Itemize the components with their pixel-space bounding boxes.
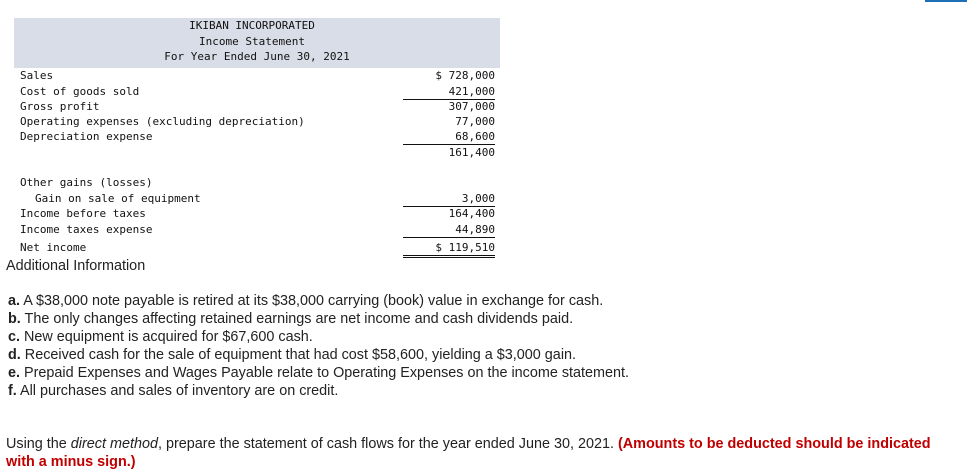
company-name: IKIBAN INCORPORATED (189, 19, 315, 32)
row-label: Sales (20, 68, 54, 82)
statement-header: IKIBAN INCORPORATED Income Statement For… (14, 18, 500, 68)
list-item: c. New equipment is acquired for $67,600… (8, 329, 313, 345)
row-sales: Sales $ 728,000 (20, 68, 500, 83)
direct-method-emphasis: direct method (70, 436, 158, 452)
row-label: Depreciation expense (20, 129, 153, 143)
list-item: a. A $38,000 note payable is retired at … (8, 293, 604, 309)
row-amount: $ 728,000 (435, 68, 495, 82)
row-label: Operating expenses (excluding depreciati… (20, 114, 305, 128)
row-amount: 77,000 (455, 114, 495, 128)
row-operating-expenses: Operating expenses (excluding depreciati… (20, 114, 500, 129)
row-subtotal: 161,400 (20, 145, 500, 160)
row-label: Income taxes expense (20, 222, 153, 236)
row-amount: $ 119,510 (403, 240, 495, 258)
list-item: e. Prepaid Expenses and Wages Payable re… (8, 365, 630, 381)
list-item: d. Received cash for the sale of equipme… (8, 347, 577, 363)
list-item: f. All purchases and sales of inventory … (8, 383, 339, 399)
row-income-taxes: Income taxes expense 44,890 (20, 222, 500, 238)
statement-title: Income Statement (199, 34, 305, 48)
row-amount: 44,890 (403, 222, 495, 238)
list-item: b. The only changes affecting retained e… (8, 311, 574, 327)
row-label: Cost of goods sold (20, 84, 140, 98)
row-label: Other gains (losses) (20, 175, 153, 189)
additional-info-list: a. A $38,000 note payable is retired at … (8, 292, 629, 400)
row-amount: 161,400 (448, 145, 495, 159)
income-statement: IKIBAN INCORPORATED Income Statement For… (14, 18, 500, 258)
minus-sign-note: (Amounts to be deducted should be indica… (6, 436, 931, 470)
row-net-income: Net income $ 119,510 (20, 240, 500, 258)
row-income-before-taxes: Income before taxes 164,400 (20, 206, 500, 221)
additional-info-heading: Additional Information (6, 258, 146, 274)
row-gain-on-sale: Gain on sale of equipment 3,000 (20, 191, 500, 207)
row-label: Income before taxes (20, 206, 146, 220)
row-amount: 421,000 (403, 84, 495, 100)
statement-period: For Year Ended June 30, 2021 (164, 50, 350, 63)
statement-body: Sales $ 728,000 Cost of goods sold 421,0… (14, 68, 500, 258)
instruction-text: Using the direct method, prepare the sta… (6, 436, 931, 470)
row-amount: 68,600 (403, 129, 495, 145)
row-label: Net income (20, 240, 87, 254)
row-amount: 307,000 (448, 99, 495, 113)
row-other-gains: Other gains (losses) (20, 175, 500, 190)
top-accent-bar (925, 0, 967, 2)
row-gross-profit: Gross profit 307,000 (20, 99, 500, 114)
row-amount: 164,400 (448, 206, 495, 220)
row-label: Gross profit (20, 99, 100, 113)
row-cogs: Cost of goods sold 421,000 (20, 84, 500, 100)
row-depreciation: Depreciation expense 68,600 (20, 129, 500, 145)
row-label: Gain on sale of equipment (35, 191, 201, 205)
row-amount: 3,000 (403, 191, 495, 207)
